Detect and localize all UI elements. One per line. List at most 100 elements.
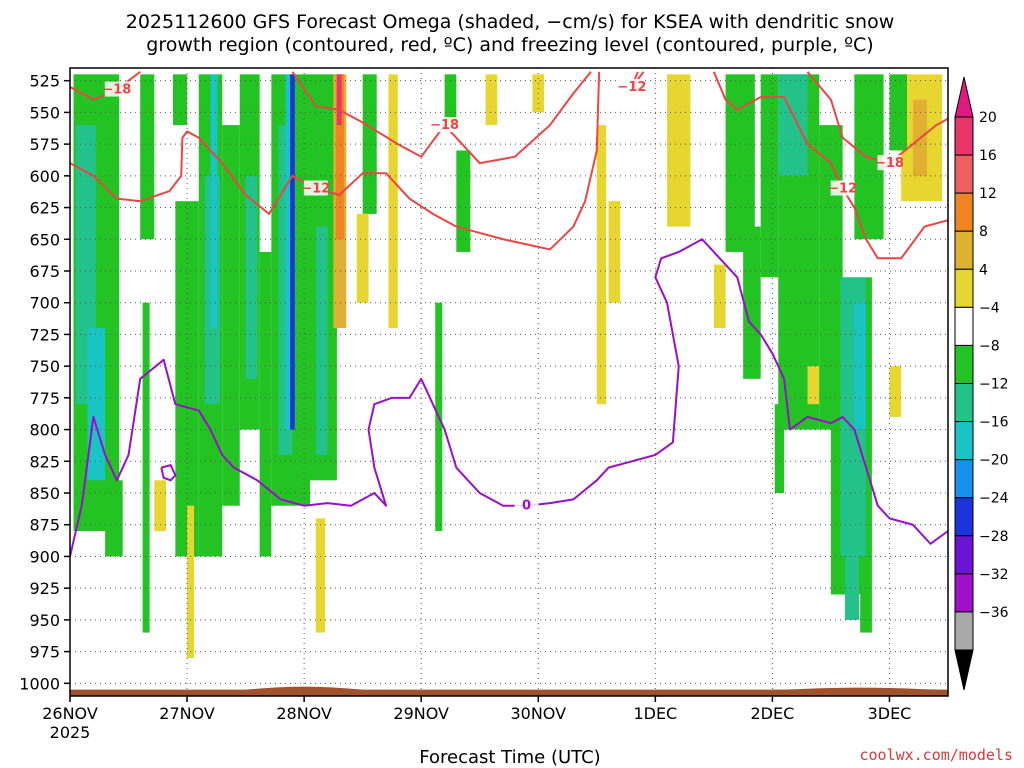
omega-shade-cell-36	[608, 201, 621, 303]
x-tick-label-0: 26NOV	[42, 704, 98, 723]
colorbar-label-2: 12	[979, 186, 997, 202]
x-tick-sublabel-0: 2025	[50, 723, 91, 742]
colorbar-bottom-arrow	[954, 649, 974, 691]
colorbar-swatch-2	[954, 192, 974, 232]
omega-shade-cell-44	[774, 404, 785, 494]
omega-shade-cell-26	[154, 480, 166, 532]
colorbar-swatch-6	[954, 344, 974, 384]
omega-shade-cell-3	[105, 480, 123, 557]
x-tick-label-5: 1DEC	[633, 704, 677, 723]
freezing-contour-line-1	[160, 464, 177, 482]
omega-shade-cell-22	[335, 74, 344, 240]
colorbar-label-13: −36	[979, 605, 1009, 621]
y-axis: 525 550 575 600 625 650 675 700 725 750 775 800 825 8…	[19, 72, 70, 693]
colorbar-swatch-0	[954, 116, 974, 156]
colorbar-label-7: −12	[979, 377, 1009, 393]
y-tick-label-700: 700	[29, 294, 60, 313]
colorbar-swatch-4	[954, 268, 974, 308]
colorbar-swatch-8	[954, 421, 974, 461]
colorbar-swatch-12	[954, 573, 974, 613]
y-tick-label-825: 825	[29, 452, 60, 471]
dgz-contour-label-bg-1	[303, 180, 328, 196]
omega-shade-cell-43	[778, 74, 808, 176]
omega-shade-cell-24	[315, 518, 326, 633]
omega-shade-cell-20	[315, 226, 328, 455]
x-tick-label-7: 3DEC	[868, 704, 912, 723]
omega-shade-cell-27	[362, 74, 377, 214]
terrain-surface	[70, 686, 948, 696]
colorbar-label-5: −4	[979, 300, 1000, 316]
dgz-contour-label-bg-5	[877, 155, 902, 171]
y-tick-label-725: 725	[29, 325, 60, 344]
omega-shade-cell-25	[187, 505, 195, 658]
omega-shade-cell-52	[860, 594, 872, 633]
y-tick-label-950: 950	[29, 611, 60, 630]
colorbar-label-0: 20	[979, 110, 997, 126]
omega-shade-cell-39	[725, 74, 755, 252]
x-tick-label-1: 27NOV	[159, 704, 215, 723]
colorbar-swatch-10	[954, 497, 974, 537]
freezing-contour-label-bg-0	[514, 497, 539, 513]
dgz-contour-label-1: −12	[301, 182, 330, 197]
colorbar-swatch-7	[954, 383, 974, 423]
freezing-contour-label-0: 0	[522, 499, 531, 514]
omega-shade-cell-37	[667, 74, 691, 227]
x-tick-label-6: 2DEC	[751, 704, 795, 723]
omega-shade-cell-35	[596, 125, 607, 405]
colorbar-label-4: 4	[979, 262, 988, 278]
y-tick-label-975: 975	[29, 643, 60, 662]
omega-shade-cell-53	[889, 366, 902, 417]
colorbar-top-arrow	[954, 76, 974, 118]
omega-shade-cell-29	[388, 74, 398, 329]
y-tick-label-900: 900	[29, 547, 60, 566]
omega-shade-cell-28	[356, 213, 369, 303]
colorbar-label-1: 16	[979, 148, 997, 164]
colorbar-label-11: −28	[979, 529, 1009, 545]
plot-frame	[69, 67, 949, 697]
y-tick-label-800: 800	[29, 421, 60, 440]
y-tick-label-775: 775	[29, 389, 60, 408]
colorbar-swatch-9	[954, 459, 974, 499]
y-tick-label-525: 525	[29, 72, 60, 91]
y-tick-label-750: 750	[29, 357, 60, 376]
dgz-contour-label-bg-4	[830, 180, 855, 196]
colorbar-label-10: −24	[979, 491, 1009, 507]
colorbar-swatch-3	[954, 230, 974, 270]
dgz-contour-label-3: −12	[617, 80, 646, 95]
x-tick-label-2: 28NOV	[276, 704, 332, 723]
y-tick-label-625: 625	[29, 199, 60, 218]
y-tick-label-850: 850	[29, 484, 60, 503]
colorbar-label-3: 8	[979, 224, 988, 240]
colorbar: 20 16 12 8 4 −4 −8 −12 −16 −20 −24 −28 −32 −36	[954, 76, 1009, 691]
omega-shade-cell-13	[245, 175, 258, 379]
omega-shade-cell-32	[456, 150, 471, 252]
chart-title-line-1: 2025112600 GFS Forecast Omega (shaded, −…	[126, 11, 895, 33]
y-tick-label-925: 925	[29, 579, 60, 598]
omega-shade-cell-5	[142, 302, 150, 633]
colorbar-swatch-5	[954, 306, 974, 346]
colorbar-label-9: −20	[979, 453, 1009, 469]
y-tick-label-1000: 1000	[19, 674, 60, 693]
colorbar-label-12: −32	[979, 567, 1009, 583]
omega-shade-cell-31	[444, 74, 457, 126]
omega-shade-cell-33	[485, 74, 498, 126]
omega-shade-cell-18	[290, 74, 295, 430]
chart-title-line-2: growth region (contoured, red, ºC) and f…	[146, 34, 873, 56]
y-tick-label-650: 650	[29, 230, 60, 249]
x-tick-label-4: 30NOV	[510, 704, 566, 723]
y-tick-label-550: 550	[29, 103, 60, 122]
omega-shade-cell-56	[889, 74, 908, 151]
omega-shade-cell-41	[760, 74, 779, 278]
dgz-contour-label-4: −12	[828, 182, 857, 197]
dgz-contour-line-2	[291, 71, 592, 165]
dgz-contour-label-bg-0	[104, 81, 129, 97]
colorbar-label-8: −16	[979, 415, 1009, 431]
dgz-contour-label-bg-2	[432, 117, 457, 133]
omega-shade-cell-45	[807, 366, 820, 405]
colorbar-swatch-11	[954, 535, 974, 575]
colorbar-swatch-13	[954, 611, 974, 651]
omega-shade-cell-40	[743, 226, 761, 379]
dgz-contour-label-bg-3	[619, 79, 644, 95]
